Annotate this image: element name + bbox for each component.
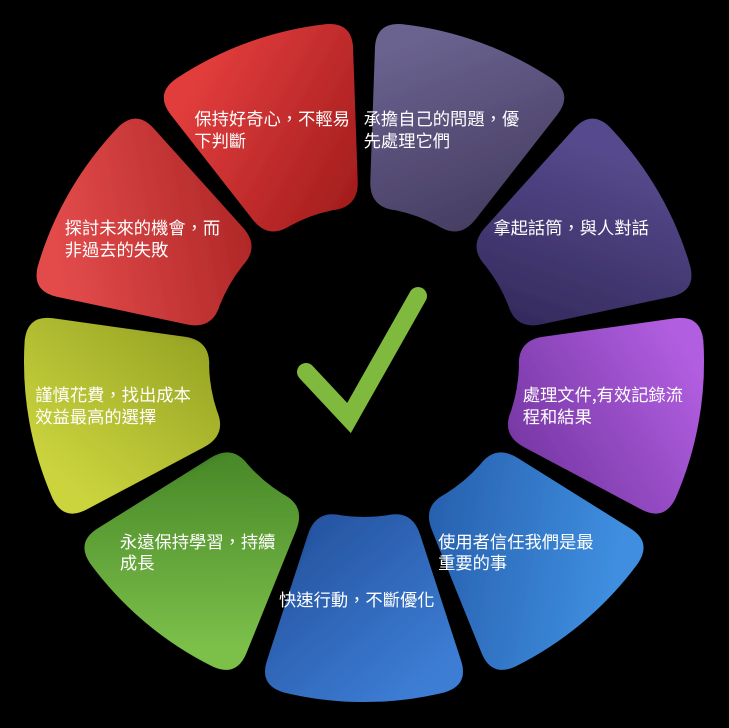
check-icon [306, 296, 418, 418]
wheel-segment-4 [265, 514, 463, 702]
infographic-stage: 承擔自己的問題，優先處理它們拿起話筒，與人對話處理文件,有效記錄流程和結果使用者… [0, 0, 729, 728]
principles-wheel [0, 0, 729, 728]
